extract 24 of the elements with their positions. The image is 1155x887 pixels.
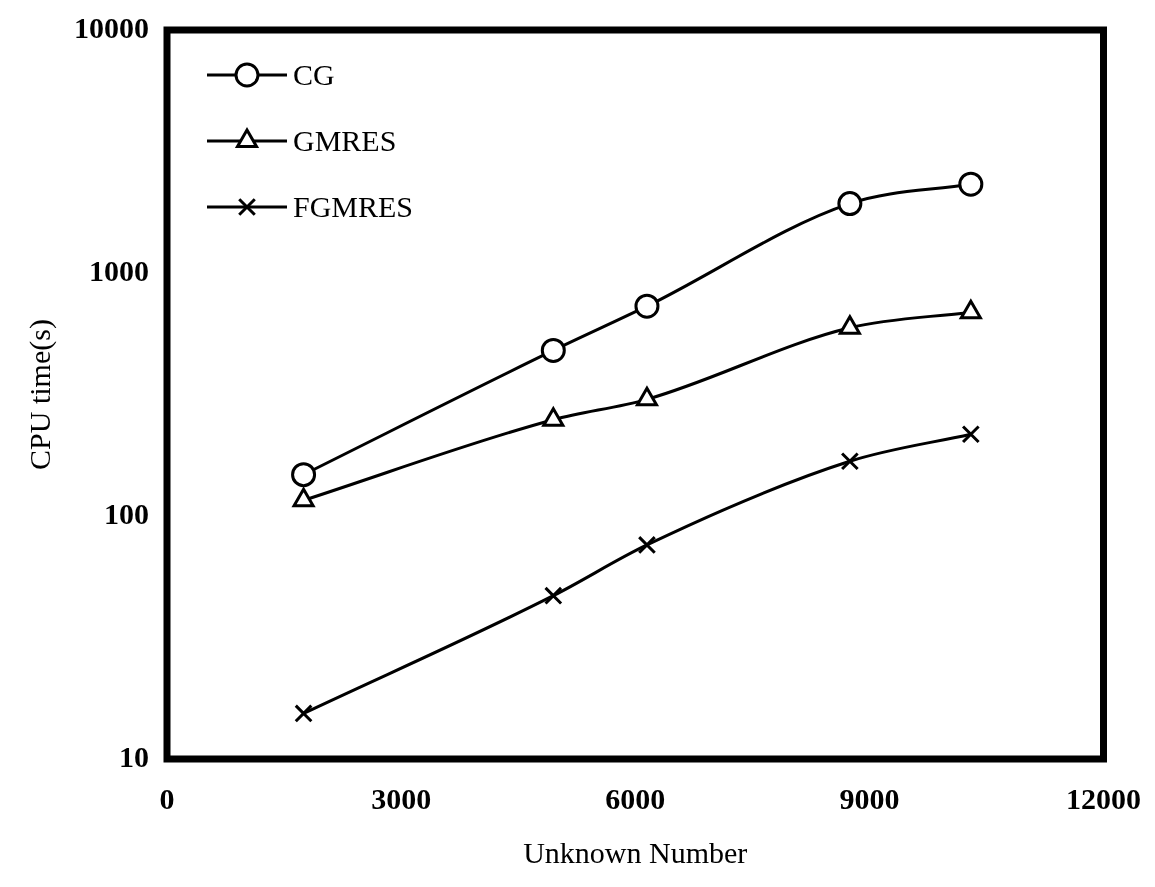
- point: [544, 586, 563, 605]
- x-tick-label: 6000: [605, 781, 666, 815]
- point: [958, 171, 984, 197]
- y-tick-label: 1000: [89, 253, 149, 287]
- point: [840, 451, 860, 471]
- point: [294, 704, 313, 723]
- x-axis-title: Unknown Number: [523, 835, 748, 869]
- x-tick-label: 12000: [1066, 781, 1141, 815]
- point: [637, 535, 657, 555]
- x-tick-label: 3000: [371, 781, 432, 815]
- y-tick-label: 100: [104, 496, 149, 530]
- point: [540, 337, 566, 363]
- y-axis-title: CPU time(s): [22, 319, 57, 470]
- x-tick-label: 9000: [839, 781, 900, 815]
- legend-label: GMRES: [293, 123, 397, 157]
- point: [291, 462, 317, 488]
- point: [634, 293, 660, 319]
- point: [837, 191, 863, 217]
- legend-label: FGMRES: [293, 189, 414, 223]
- x-tick-label: 0: [159, 781, 175, 815]
- point: [961, 424, 981, 444]
- y-tick-label: 10: [119, 739, 149, 773]
- y-tick-label: 10000: [74, 10, 149, 44]
- legend-label: CG: [293, 57, 335, 91]
